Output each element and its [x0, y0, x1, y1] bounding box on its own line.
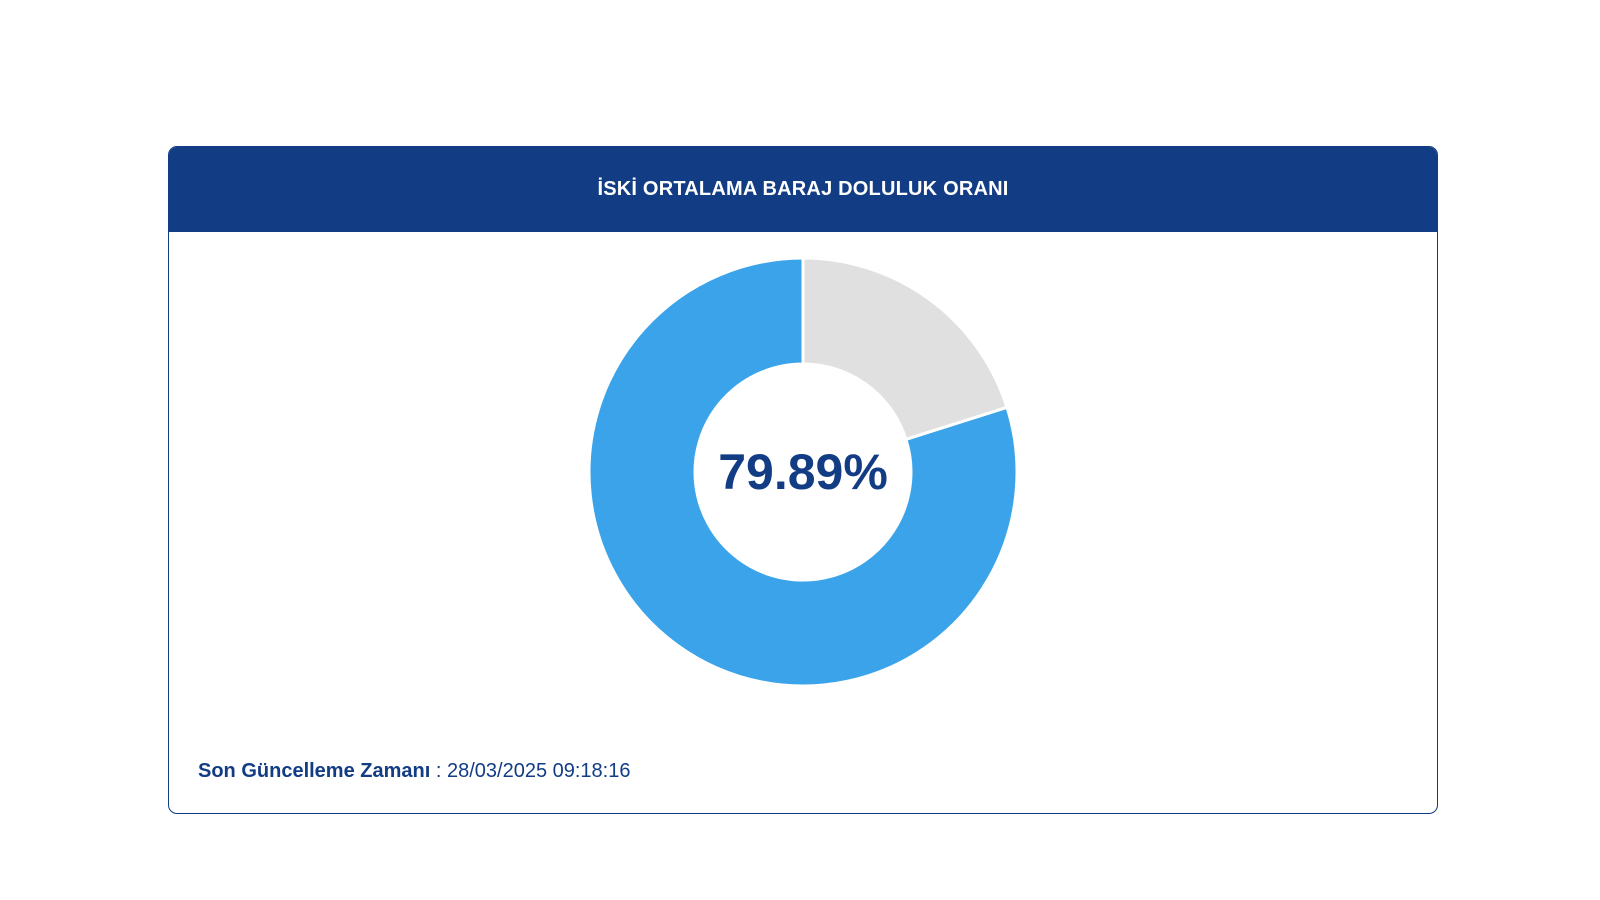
last-update-label: Son Güncelleme Zamanı: [198, 760, 431, 782]
donut-slice-empty: [801, 256, 1009, 442]
dam-occupancy-card: İSKİ ORTALAMA BARAJ DOLULUK ORANI 79.89%…: [168, 146, 1438, 814]
donut-slice-filled: [587, 256, 1019, 688]
card-header: İSKİ ORTALAMA BARAJ DOLULUK ORANI: [169, 147, 1437, 232]
center-value-label: 79.89%: [718, 444, 888, 500]
donut-chart-container: 79.89%: [169, 232, 1437, 712]
donut-chart: 79.89%: [587, 256, 1019, 688]
card-title: İSKİ ORTALAMA BARAJ DOLULUK ORANI: [597, 178, 1009, 200]
last-update-value: 28/03/2025 09:18:16: [446, 760, 631, 782]
last-update: Son Güncelleme Zamanı : 28/03/2025 09:18…: [198, 760, 630, 783]
last-update-separator: :: [430, 760, 447, 782]
donut-slices: [587, 256, 1019, 688]
